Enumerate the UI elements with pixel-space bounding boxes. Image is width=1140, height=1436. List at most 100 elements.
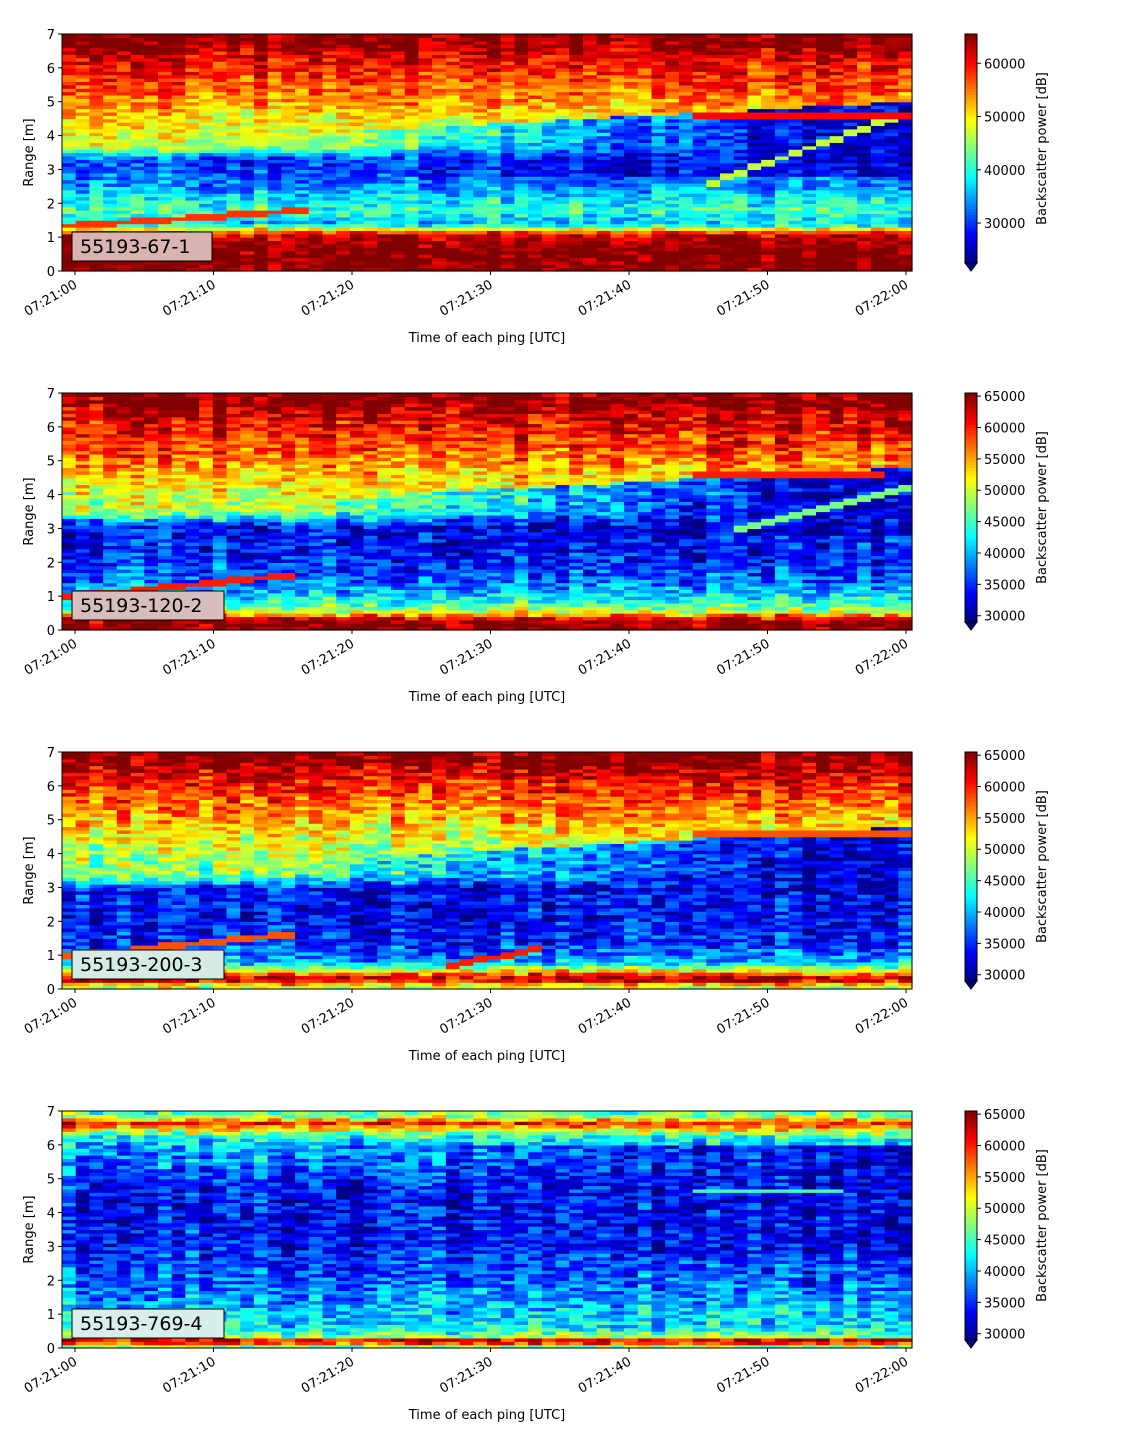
heatmap-cell: [157, 210, 173, 215]
heatmap-cell: [336, 50, 351, 55]
heatmap-cell: [459, 172, 474, 177]
heatmap-cell: [308, 152, 324, 157]
heatmap-cell: [637, 240, 653, 245]
heatmap-cell: [610, 264, 625, 269]
heatmap-cell: [103, 562, 118, 567]
heatmap-cell: [624, 196, 639, 201]
heatmap-cell: [212, 98, 228, 103]
heatmap-cell: [62, 67, 77, 72]
heatmap-cell: [404, 250, 420, 255]
heatmap-cell: [870, 152, 886, 157]
heatmap-cell: [678, 233, 694, 238]
heatmap-cell: [157, 74, 173, 79]
heatmap-cell: [761, 135, 776, 140]
heatmap-cell: [212, 264, 228, 269]
heatmap-cell: [445, 216, 461, 221]
heatmap-cell: [226, 111, 241, 116]
heatmap-cell: [720, 71, 735, 76]
heatmap-cell: [870, 237, 886, 242]
heatmap-cell: [267, 44, 282, 49]
heatmap-cell: [363, 203, 378, 208]
heatmap-cell: [391, 233, 406, 238]
heatmap-cell: [569, 199, 584, 204]
heatmap-cell: [103, 406, 118, 411]
colorbar-segment: [965, 157, 977, 161]
heatmap-cell: [377, 226, 392, 231]
heatmap-cell: [665, 128, 680, 133]
heatmap-cell: [747, 159, 762, 164]
heatmap-cell: [253, 260, 269, 265]
y-tick-label: 6: [47, 62, 55, 77]
heatmap-cell: [212, 199, 228, 204]
heatmap-cell: [349, 128, 365, 133]
heatmap-cell: [404, 67, 420, 72]
heatmap-cell: [62, 108, 77, 113]
heatmap-cell: [75, 159, 91, 164]
heatmap-cell: [610, 179, 625, 184]
heatmap-cell: [89, 535, 104, 540]
heatmap-cell: [89, 223, 104, 228]
heatmap-cell: [843, 98, 858, 103]
heatmap-cell: [829, 169, 845, 174]
heatmap-cell: [377, 162, 392, 167]
heatmap-cell: [445, 179, 461, 184]
heatmap-cell: [706, 243, 721, 248]
heatmap-cell: [816, 94, 831, 99]
heatmap-cell: [391, 213, 406, 218]
heatmap-cell: [637, 61, 653, 66]
heatmap-cell: [473, 226, 488, 231]
heatmap-cell: [363, 40, 378, 45]
heatmap-cell: [75, 91, 91, 96]
heatmap-cell: [418, 159, 433, 164]
heatmap-cell: [816, 44, 831, 49]
heatmap-cell: [829, 115, 845, 120]
heatmap-cell: [569, 67, 584, 72]
heatmap-cell: [103, 105, 118, 110]
heatmap-cell: [843, 264, 858, 269]
heatmap-cell: [322, 199, 337, 204]
heatmap-cell: [637, 203, 653, 208]
heatmap-cell: [240, 179, 255, 184]
heatmap-cell: [89, 50, 104, 55]
heatmap-cell: [582, 135, 598, 140]
heatmap-cell: [637, 172, 653, 177]
heatmap-cell: [898, 145, 913, 150]
heatmap-cell: [569, 94, 584, 99]
heatmap-cell: [199, 216, 214, 221]
heatmap-cell: [62, 179, 77, 184]
heatmap-cell: [514, 94, 529, 99]
heatmap-cell: [171, 98, 186, 103]
heatmap-cell: [295, 108, 310, 113]
heatmap-cell: [445, 125, 461, 130]
heatmap-cell: [802, 254, 817, 259]
heatmap-cell: [391, 260, 406, 265]
heatmap-cell: [720, 152, 735, 157]
heatmap-cell: [898, 230, 913, 235]
heatmap-cell: [336, 240, 351, 245]
heatmap-cell: [706, 81, 721, 86]
heatmap-cell: [816, 88, 831, 93]
heatmap-cell: [185, 182, 200, 187]
heatmap-cell: [432, 74, 447, 79]
heatmap-cell: [624, 71, 639, 76]
heatmap-cell: [144, 81, 159, 86]
heatmap-cell: [308, 199, 324, 204]
heatmap-cell: [336, 189, 351, 194]
heatmap-cell: [445, 210, 461, 215]
heatmap-cell: [295, 94, 310, 99]
heatmap-cell: [144, 34, 159, 38]
heatmap-cell: [528, 230, 543, 235]
heatmap-cell: [788, 54, 803, 59]
heatmap-cell: [226, 122, 241, 127]
heatmap-cell: [445, 220, 461, 225]
heatmap-cell: [116, 223, 132, 228]
heatmap-cell: [89, 623, 104, 628]
heatmap-cell: [281, 54, 296, 59]
heatmap-cell: [487, 145, 502, 150]
heatmap-cell: [116, 152, 132, 157]
heatmap-cell: [487, 61, 502, 66]
heatmap-cell: [336, 115, 351, 120]
heatmap-cell: [75, 213, 91, 218]
heatmap-cell: [295, 237, 310, 242]
heatmap-cell: [610, 118, 625, 123]
